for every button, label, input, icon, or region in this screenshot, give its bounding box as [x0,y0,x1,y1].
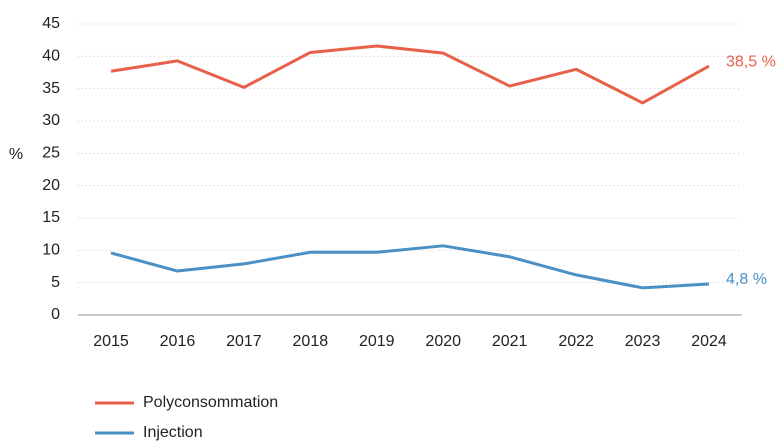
x-tick-label: 2018 [293,333,329,350]
y-tick-label: 30 [42,112,60,129]
x-tick-label: 2022 [558,333,594,350]
legend-label: Injection [143,424,203,441]
y-tick-label: 45 [42,15,60,32]
y-tick-label: 5 [51,274,60,291]
legend-label: Polyconsommation [143,394,278,411]
line-series [110,44,710,105]
y-tick-label: 0 [51,306,60,323]
y-tick-label: 40 [42,48,60,65]
x-tick-label: 2015 [93,333,129,350]
x-tick-label: 2024 [691,333,727,350]
y-axis-label: % [9,146,23,163]
x-tick-label: 2023 [625,333,661,350]
y-tick-label: 35 [42,80,60,97]
x-tick-label: 2016 [160,333,196,350]
y-tick-label: 20 [42,177,60,194]
x-tick-label: 2020 [425,333,461,350]
x-tick-label: 2021 [492,333,528,350]
x-tick-label: 2017 [226,333,262,350]
value-label: 38,5 % [726,53,776,70]
y-tick-label: 25 [42,145,60,162]
x-tick-label: 2019 [359,333,395,350]
y-tick-label: 10 [42,242,60,259]
value-label: 4,8 % [726,271,767,288]
y-tick-label: 15 [42,209,60,226]
line-series [110,244,710,290]
